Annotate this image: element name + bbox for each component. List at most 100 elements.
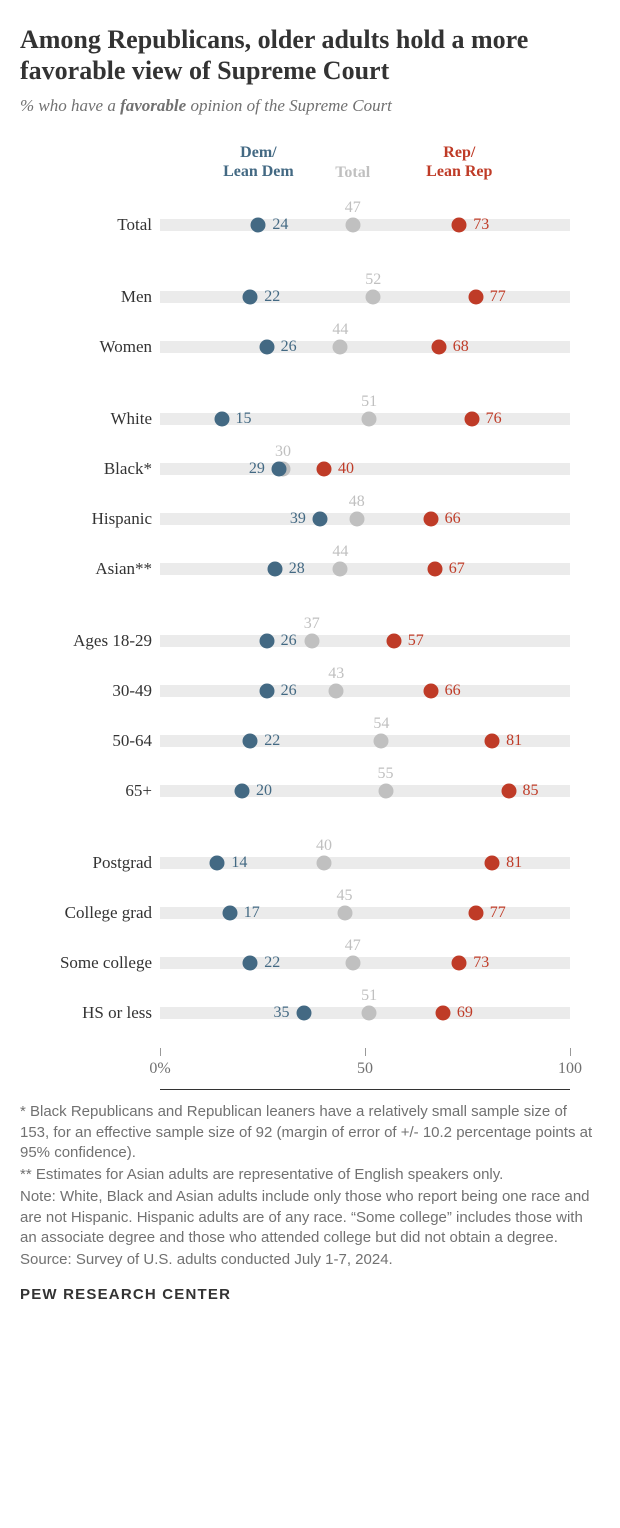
- value-rep: 77: [490, 288, 506, 306]
- value-dem: 20: [256, 782, 272, 800]
- value-dem: 29: [249, 460, 265, 478]
- row-track: [160, 513, 570, 525]
- dot-dem: [296, 1006, 311, 1021]
- dot-rep: [485, 856, 500, 871]
- dot-rep: [501, 784, 516, 799]
- row-track: [160, 957, 570, 969]
- dot-total: [317, 856, 332, 871]
- dot-rep: [435, 1006, 450, 1021]
- data-row: Hispanic483966: [160, 494, 570, 544]
- dot-total: [333, 562, 348, 577]
- data-row: Women442668: [160, 322, 570, 372]
- dot-dem: [243, 290, 258, 305]
- row-label: 65+: [20, 781, 152, 801]
- dot-total: [333, 340, 348, 355]
- data-row: College grad451777: [160, 888, 570, 938]
- row-track: [160, 341, 570, 353]
- chart-subtitle: % who have a favorable opinion of the Su…: [20, 96, 600, 116]
- value-total: 30: [275, 443, 291, 461]
- dot-rep: [317, 462, 332, 477]
- dot-rep: [386, 634, 401, 649]
- footnote-line: Note: White, Black and Asian adults incl…: [20, 1187, 600, 1248]
- value-total: 51: [361, 987, 377, 1005]
- data-row: Postgrad401481: [160, 838, 570, 888]
- value-dem: 28: [289, 560, 305, 578]
- dot-dem: [214, 412, 229, 427]
- dot-rep: [485, 734, 500, 749]
- row-track: [160, 563, 570, 575]
- value-rep: 40: [338, 460, 354, 478]
- value-total: 44: [332, 543, 348, 561]
- subtitle-emph: favorable: [120, 96, 186, 115]
- rows-container: Total472473Men522277Women442668White5115…: [160, 200, 570, 1038]
- value-rep: 57: [408, 632, 424, 650]
- data-row: 30-49432666: [160, 666, 570, 716]
- row-label: Women: [20, 337, 152, 357]
- row-label: College grad: [20, 903, 152, 923]
- series-header-rep: Rep/ Lean Rep: [426, 144, 492, 181]
- series-header-total: Total: [335, 164, 370, 182]
- value-dem: 26: [281, 632, 297, 650]
- chart-title: Among Republicans, older adults hold a m…: [20, 24, 600, 86]
- data-row: Ages 18-29372657: [160, 616, 570, 666]
- dot-rep: [423, 684, 438, 699]
- data-row: 65+552085: [160, 766, 570, 816]
- data-row: Total472473: [160, 200, 570, 250]
- row-label: HS or less: [20, 1003, 152, 1023]
- row-group: Ages 18-2937265730-4943266650-6454228165…: [160, 616, 570, 816]
- value-total: 48: [349, 493, 365, 511]
- value-dem: 24: [272, 216, 288, 234]
- dot-dem: [267, 562, 282, 577]
- value-rep: 81: [506, 732, 522, 750]
- data-row: Some college472273: [160, 938, 570, 988]
- dot-dem: [243, 734, 258, 749]
- value-total: 47: [345, 199, 361, 217]
- axis-tick: [160, 1048, 161, 1056]
- value-total: 52: [365, 271, 381, 289]
- footnotes: * Black Republicans and Republican leane…: [20, 1102, 600, 1270]
- data-row: HS or less513569: [160, 988, 570, 1038]
- source-org: PEW RESEARCH CENTER: [20, 1286, 600, 1303]
- value-rep: 66: [445, 682, 461, 700]
- value-rep: 73: [473, 216, 489, 234]
- footnote-line: ** Estimates for Asian adults are repres…: [20, 1165, 600, 1185]
- dot-total: [374, 734, 389, 749]
- axis-tick-label: 100: [558, 1060, 582, 1078]
- axis-tick-label: 50: [357, 1060, 373, 1078]
- value-dem: 17: [244, 904, 260, 922]
- dot-rep: [452, 218, 467, 233]
- footnote-line: Source: Survey of U.S. adults conducted …: [20, 1250, 600, 1270]
- dot-dem: [271, 462, 286, 477]
- value-rep: 69: [457, 1004, 473, 1022]
- row-label: 50-64: [20, 731, 152, 751]
- dot-total: [378, 784, 393, 799]
- x-axis: 0%50100: [160, 1048, 570, 1090]
- row-label: Asian**: [20, 559, 152, 579]
- dot-total: [366, 290, 381, 305]
- data-row: Asian**442867: [160, 544, 570, 594]
- dot-total: [345, 218, 360, 233]
- value-total: 45: [337, 887, 353, 905]
- value-rep: 67: [449, 560, 465, 578]
- dot-total: [362, 1006, 377, 1021]
- value-total: 51: [361, 393, 377, 411]
- dot-rep: [431, 340, 446, 355]
- dot-dem: [210, 856, 225, 871]
- dot-dem: [259, 684, 274, 699]
- footnote-line: * Black Republicans and Republican leane…: [20, 1102, 600, 1163]
- chart-area: Dem/ Lean DemTotalRep/ Lean Rep Total472…: [20, 144, 600, 1090]
- dot-total: [329, 684, 344, 699]
- axis-tick: [570, 1048, 571, 1056]
- value-rep: 81: [506, 854, 522, 872]
- row-label: 30-49: [20, 681, 152, 701]
- row-track: [160, 635, 570, 647]
- axis-tick-label: 0%: [149, 1060, 170, 1078]
- dot-rep: [464, 412, 479, 427]
- dot-dem: [243, 956, 258, 971]
- value-dem: 39: [290, 510, 306, 528]
- value-dem: 26: [281, 682, 297, 700]
- value-dem: 26: [281, 338, 297, 356]
- dot-total: [345, 956, 360, 971]
- row-label: Black*: [20, 459, 152, 479]
- value-rep: 85: [523, 782, 539, 800]
